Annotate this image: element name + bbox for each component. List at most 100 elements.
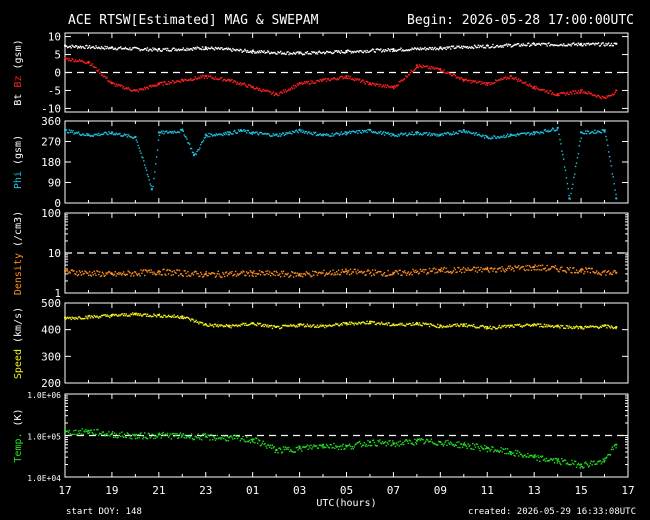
data-dot: [353, 324, 355, 326]
data-dot: [224, 439, 227, 441]
data-dot: [285, 91, 287, 93]
data-dot: [381, 274, 384, 277]
data-dot: [127, 48, 129, 51]
data-dot: [155, 84, 157, 87]
data-dot: [112, 133, 115, 136]
data-dot: [397, 49, 400, 51]
data-dot: [322, 78, 324, 81]
data-dot: [158, 47, 161, 50]
data-dot: [602, 325, 604, 327]
data-dot: [200, 141, 203, 144]
data-dot: [446, 271, 448, 273]
data-dot: [495, 45, 498, 47]
data-dot: [153, 313, 155, 315]
data-dot: [415, 67, 417, 70]
data-dot: [356, 272, 358, 275]
data-dot: [325, 324, 327, 326]
data-dot: [551, 458, 553, 460]
data-dot: [272, 133, 275, 135]
data-dot: [556, 268, 558, 271]
data-dot: [555, 129, 558, 131]
data-dot: [543, 89, 546, 91]
data-dot: [265, 51, 267, 54]
data-dot: [119, 47, 121, 49]
data-dot: [431, 324, 433, 327]
data-dot: [146, 437, 149, 440]
data-dot: [65, 58, 68, 60]
data-dot: [300, 275, 302, 277]
data-dot: [154, 171, 156, 173]
data-dot: [416, 131, 419, 133]
data-dot: [133, 89, 136, 91]
data-dot: [407, 74, 410, 76]
data-dot: [161, 432, 163, 435]
data-dot: [85, 62, 87, 64]
data-dot: [93, 66, 95, 69]
data-dot: [559, 268, 561, 270]
data-dot: [328, 51, 331, 53]
data-dot: [139, 49, 141, 52]
data-dot: [213, 323, 216, 326]
data-dot: [415, 47, 417, 50]
data-dot: [517, 43, 520, 45]
data-dot: [418, 322, 421, 324]
data-dot: [514, 324, 516, 326]
data-dot: [430, 133, 433, 135]
data-dot: [180, 436, 183, 438]
data-dot: [150, 49, 152, 51]
data-dot: [563, 166, 566, 168]
data-dot: [302, 445, 305, 448]
data-dot: [191, 151, 194, 154]
data-dot: [82, 133, 84, 135]
data-dot: [384, 84, 387, 86]
data-dot: [262, 323, 264, 326]
data-dot: [354, 444, 356, 446]
data-dot: [301, 52, 303, 55]
data-dot: [543, 323, 546, 326]
data-dot: [132, 89, 135, 91]
data-dot: [276, 133, 278, 136]
data-dot: [93, 314, 95, 317]
data-dot: [273, 51, 275, 54]
speed-ylabel: Speed (km/s): [13, 307, 24, 379]
data-dot: [308, 272, 310, 275]
data-dot: [506, 324, 509, 327]
data-dot: [74, 318, 76, 320]
data-dot: [350, 52, 353, 54]
data-dot: [78, 133, 81, 135]
data-dot: [531, 323, 534, 326]
data-dot: [293, 131, 296, 134]
data-dot: [154, 435, 156, 437]
data-dot: [612, 94, 614, 96]
data-dot: [319, 271, 321, 274]
data-dot: [120, 272, 122, 274]
data-dot: [526, 269, 528, 271]
data-dot: [322, 447, 324, 449]
data-dot: [395, 442, 398, 444]
data-dot: [150, 185, 152, 187]
data-dot: [67, 132, 70, 134]
data-dot: [185, 317, 187, 319]
data-dot: [170, 50, 173, 52]
data-dot: [70, 269, 72, 272]
data-dot: [457, 324, 459, 327]
data-dot: [320, 52, 322, 54]
data-dot: [110, 272, 113, 274]
data-dot: [194, 76, 196, 78]
data-dot: [306, 132, 309, 135]
data-dot: [528, 42, 530, 44]
data-dot: [565, 44, 568, 47]
data-dot: [556, 129, 558, 131]
data-dot: [531, 42, 534, 45]
data-dot: [144, 47, 147, 50]
data-dot: [582, 44, 584, 47]
data-dot: [417, 324, 420, 326]
data-dot: [430, 48, 433, 51]
data-dot: [589, 132, 592, 134]
data-dot: [315, 445, 318, 447]
data-dot: [276, 271, 278, 274]
data-dot: [225, 47, 228, 49]
data-dot: [307, 53, 309, 55]
data-dot: [515, 135, 517, 137]
data-dot: [279, 327, 282, 330]
